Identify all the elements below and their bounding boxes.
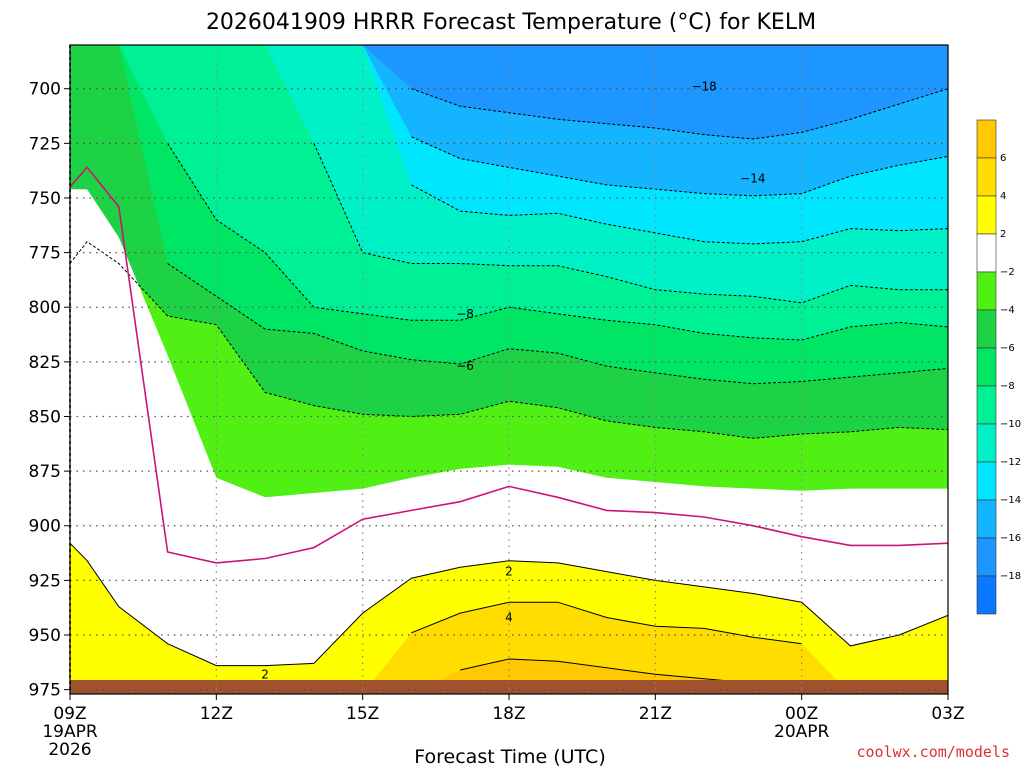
colorbar-swatch	[976, 309, 997, 349]
colorbar-swatch	[976, 233, 997, 273]
colorbar-swatch	[976, 119, 997, 159]
colorbar-swatch	[976, 195, 997, 235]
y-tick-label: 850	[29, 407, 61, 427]
colorbar-swatch	[976, 271, 997, 311]
x-tick-label: 15Z	[346, 704, 379, 724]
plot-area: −18 −14 −8 −6 2 4 2 700 725 750 775 800 825 850 875 900…	[29, 44, 965, 760]
y-tick-label: 950	[29, 626, 61, 646]
x-tick-label: 18Z	[492, 704, 525, 724]
y-tick-label: 975	[29, 681, 61, 701]
colorbar-label: −10	[1000, 419, 1021, 430]
contour-line-m12	[411, 136, 948, 197]
x-tick-label: 03Z	[931, 704, 964, 724]
contour-line-6	[411, 601, 802, 645]
credit-text: coolwx.com/models	[856, 743, 1010, 761]
y-tick-label: 775	[29, 244, 61, 264]
colorbar-label: −8	[1000, 381, 1015, 392]
x-tick-label: 00Z	[785, 704, 818, 724]
x-year-label: 2026	[48, 740, 91, 760]
chart-title: 2026041909 HRRR Forecast Temperature (°C…	[206, 10, 816, 35]
y-tick-label: 725	[29, 134, 61, 154]
colorbar-label: −4	[1000, 305, 1015, 316]
y-tick-label: 900	[29, 517, 61, 537]
contour-line-4	[70, 542, 948, 667]
contour-label: 4	[505, 611, 513, 625]
y-tick-label: 925	[29, 571, 61, 591]
temp-band-2	[70, 189, 948, 694]
contour-line-m6	[167, 143, 948, 341]
colorbar-swatch	[976, 347, 997, 387]
y-tick-label: 800	[29, 298, 61, 318]
contour-label: 2	[505, 565, 513, 579]
colorbar-label: 4	[1000, 191, 1006, 202]
colorbar-swatch	[976, 157, 997, 197]
contour-line-m4	[167, 263, 948, 385]
colorbar-label: 6	[1000, 153, 1006, 164]
colorbar-label: −12	[1000, 457, 1021, 468]
colorbar-label: 2	[1000, 229, 1006, 240]
contour-label: −8	[456, 307, 474, 321]
colorbar-swatch	[976, 575, 997, 615]
contour-line-m8	[313, 143, 948, 304]
contour-label: 2	[261, 667, 269, 681]
x-tick-label: 21Z	[639, 704, 672, 724]
colorbar-swatch	[976, 499, 997, 539]
grid	[70, 45, 948, 694]
colorbar: 6 4 2 −2 −4 −6 −8 −10 −12 −14 −16 −18	[976, 119, 1021, 615]
contour-line-m14	[411, 88, 948, 140]
x-tick-label: 09Z	[53, 704, 86, 724]
ground-strip	[70, 680, 948, 694]
colorbar-label: −16	[1000, 533, 1021, 544]
colorbar-label: −18	[1000, 571, 1021, 582]
temp-band-6	[70, 602, 948, 694]
colorbar-swatch	[976, 423, 997, 463]
contour-line-m2	[70, 241, 948, 439]
contour-fills	[70, 45, 948, 694]
colorbar-swatch	[976, 385, 997, 425]
x-date-label: 19APR	[42, 722, 98, 742]
zero-degree-line	[70, 166, 948, 564]
y-tick-label: 825	[29, 353, 61, 373]
x-axis-title: Forecast Time (UTC)	[414, 746, 605, 768]
colorbar-swatch	[976, 461, 997, 501]
contour-label: −6	[456, 359, 474, 373]
contour-label: −18	[691, 80, 716, 94]
colorbar-label: −6	[1000, 343, 1015, 354]
colorbar-label: −14	[1000, 495, 1021, 506]
x-tick-label: 12Z	[200, 704, 233, 724]
y-tick-label: 700	[29, 80, 61, 100]
y-tick-label: 875	[29, 462, 61, 482]
colorbar-swatch	[976, 537, 997, 577]
colorbar-label: −2	[1000, 267, 1015, 278]
x-date-label: 20APR	[774, 722, 830, 742]
y-tick-label: 750	[29, 189, 61, 209]
contour-label: −14	[740, 171, 765, 185]
contour-line-m10	[411, 184, 948, 245]
